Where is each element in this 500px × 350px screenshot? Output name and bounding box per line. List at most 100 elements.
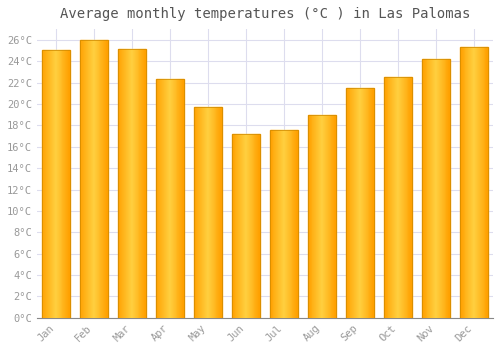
Bar: [67, 50, 68, 318]
Bar: [288, 130, 290, 318]
Bar: [86, 40, 87, 318]
Bar: [276, 130, 278, 318]
Bar: [182, 79, 183, 318]
Bar: [468, 47, 469, 318]
Bar: [176, 79, 178, 318]
Bar: [350, 88, 352, 318]
Bar: [284, 130, 285, 318]
Bar: [433, 59, 434, 318]
Bar: [363, 88, 364, 318]
Bar: [438, 59, 439, 318]
Bar: [156, 79, 158, 318]
Bar: [208, 107, 209, 318]
Bar: [48, 50, 49, 318]
Bar: [384, 77, 412, 318]
Bar: [134, 49, 136, 318]
Bar: [366, 88, 368, 318]
Bar: [50, 50, 51, 318]
Bar: [84, 40, 86, 318]
Bar: [430, 59, 432, 318]
Bar: [118, 49, 146, 318]
Bar: [136, 49, 138, 318]
Bar: [156, 79, 184, 318]
Bar: [355, 88, 356, 318]
Bar: [319, 115, 320, 318]
Bar: [202, 107, 203, 318]
Bar: [290, 130, 292, 318]
Bar: [250, 134, 252, 318]
Bar: [242, 134, 243, 318]
Bar: [102, 40, 104, 318]
Bar: [90, 40, 91, 318]
Bar: [278, 130, 279, 318]
Bar: [282, 130, 283, 318]
Bar: [204, 107, 205, 318]
Bar: [384, 77, 386, 318]
Bar: [308, 115, 336, 318]
Bar: [270, 130, 298, 318]
Bar: [167, 79, 168, 318]
Bar: [474, 47, 475, 318]
Bar: [216, 107, 218, 318]
Bar: [358, 88, 359, 318]
Bar: [462, 47, 464, 318]
Bar: [130, 49, 131, 318]
Bar: [384, 77, 412, 318]
Bar: [209, 107, 210, 318]
Bar: [410, 77, 412, 318]
Bar: [398, 77, 399, 318]
Bar: [258, 134, 259, 318]
Bar: [332, 115, 334, 318]
Bar: [247, 134, 248, 318]
Bar: [106, 40, 107, 318]
Bar: [360, 88, 361, 318]
Bar: [201, 107, 202, 318]
Bar: [194, 107, 222, 318]
Bar: [183, 79, 184, 318]
Bar: [472, 47, 473, 318]
Bar: [55, 50, 56, 318]
Bar: [325, 115, 326, 318]
Bar: [392, 77, 394, 318]
Bar: [58, 50, 59, 318]
Bar: [120, 49, 122, 318]
Bar: [211, 107, 212, 318]
Bar: [388, 77, 390, 318]
Bar: [272, 130, 274, 318]
Bar: [210, 107, 211, 318]
Bar: [91, 40, 92, 318]
Bar: [286, 130, 287, 318]
Bar: [274, 130, 276, 318]
Bar: [128, 49, 129, 318]
Bar: [214, 107, 216, 318]
Bar: [317, 115, 318, 318]
Bar: [140, 49, 141, 318]
Bar: [56, 50, 57, 318]
Bar: [168, 79, 169, 318]
Bar: [126, 49, 127, 318]
Bar: [80, 40, 108, 318]
Bar: [395, 77, 396, 318]
Bar: [246, 134, 247, 318]
Bar: [200, 107, 201, 318]
Bar: [238, 134, 240, 318]
Bar: [473, 47, 474, 318]
Bar: [296, 130, 297, 318]
Bar: [221, 107, 222, 318]
Bar: [270, 130, 272, 318]
Bar: [98, 40, 100, 318]
Bar: [435, 59, 436, 318]
Bar: [292, 130, 294, 318]
Bar: [241, 134, 242, 318]
Bar: [42, 50, 43, 318]
Bar: [133, 49, 134, 318]
Bar: [406, 77, 408, 318]
Bar: [442, 59, 444, 318]
Bar: [279, 130, 280, 318]
Bar: [475, 47, 476, 318]
Bar: [484, 47, 486, 318]
Bar: [254, 134, 256, 318]
Bar: [322, 115, 323, 318]
Bar: [321, 115, 322, 318]
Bar: [308, 115, 336, 318]
